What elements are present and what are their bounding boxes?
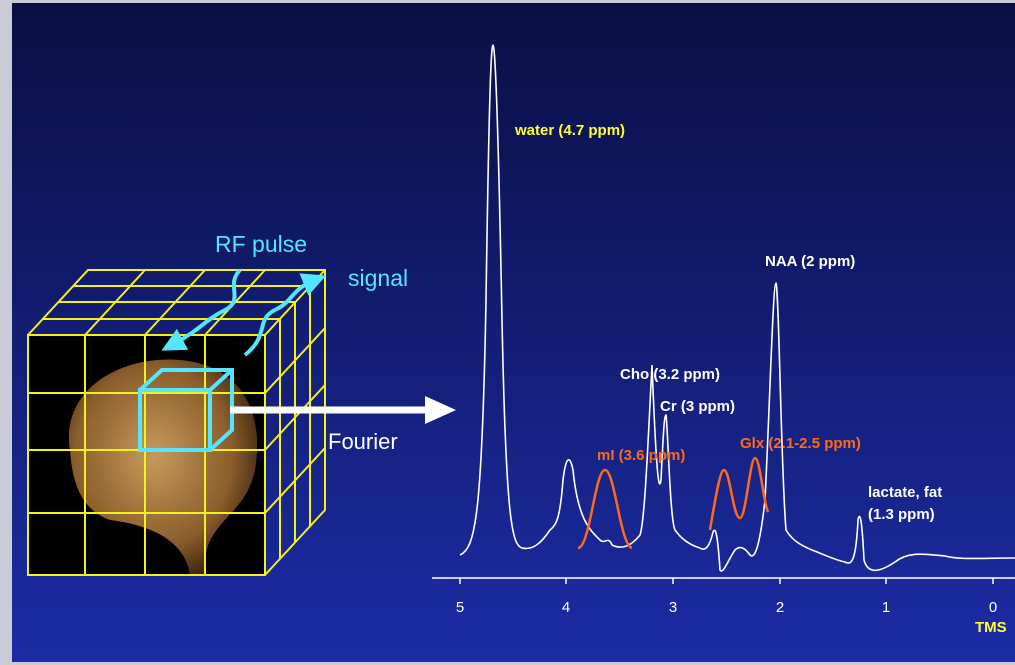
x-tick-label: 1 bbox=[882, 599, 890, 616]
signal-label: signal bbox=[348, 265, 408, 291]
ppm-axis: 5 4 3 2 1 0 TMS bbox=[432, 577, 1015, 636]
rf-pulse-label: RF pulse bbox=[215, 231, 307, 257]
water-label: water (4.7 ppm) bbox=[514, 122, 625, 139]
frame bbox=[0, 662, 1015, 665]
spectrum bbox=[459, 44, 1015, 572]
glx-fit bbox=[708, 456, 770, 531]
x-tick-label: 4 bbox=[562, 599, 570, 616]
x-tick-label: 0 bbox=[989, 599, 997, 616]
voxel-cube bbox=[27, 268, 456, 576]
cr-label: Cr (3 ppm) bbox=[660, 398, 735, 415]
cho-label: Cho (3.2 ppm) bbox=[620, 366, 720, 383]
tms-label: TMS bbox=[975, 619, 1007, 636]
mi-fit bbox=[577, 468, 633, 550]
x-tick-label: 5 bbox=[456, 599, 464, 616]
naa-label: NAA (2 ppm) bbox=[765, 253, 855, 270]
glx-label: Glx (2.1-2.5 ppm) bbox=[740, 435, 861, 452]
frame bbox=[0, 0, 1015, 3]
mi-label: mI (3.6 ppm) bbox=[597, 447, 685, 464]
fourier-label: Fourier bbox=[328, 429, 398, 454]
x-tick-label: 2 bbox=[776, 599, 784, 616]
frame bbox=[0, 0, 12, 665]
lactate-label: (1.3 ppm) bbox=[868, 506, 935, 523]
x-tick-label: 3 bbox=[669, 599, 677, 616]
lactate-label: lactate, fat bbox=[868, 484, 942, 501]
